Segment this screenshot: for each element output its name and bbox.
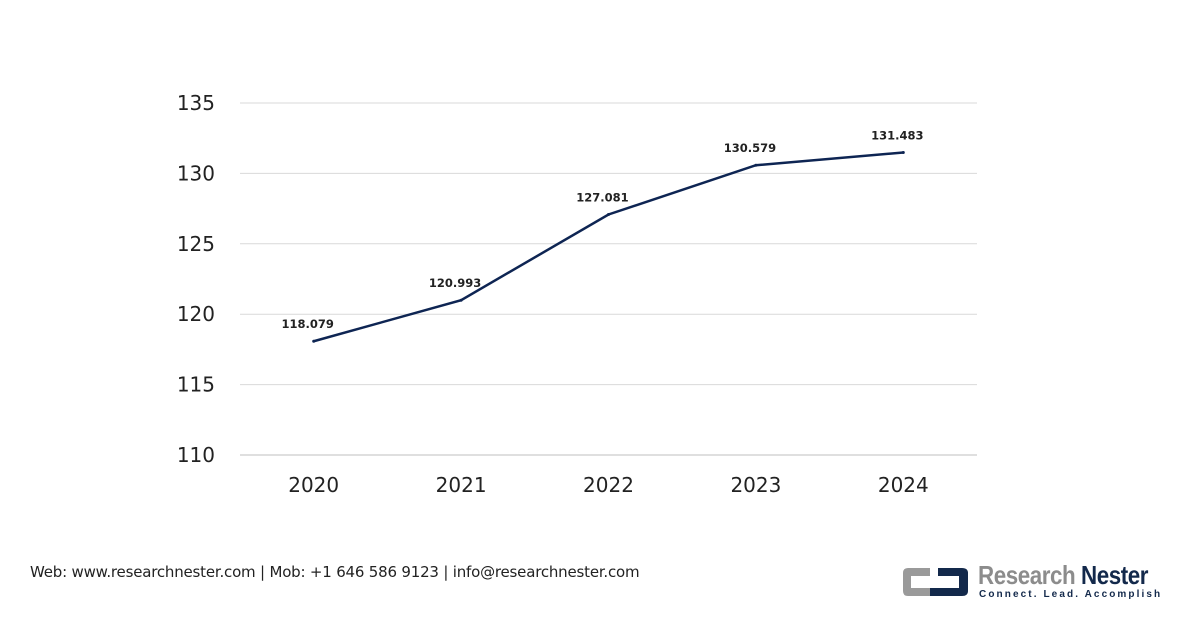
x-tick-label: 2022 [583,473,634,497]
data-label: 127.081 [576,190,628,204]
logo-name-2: Nester [1081,560,1149,590]
logo-mark-icon [903,568,968,596]
y-tick-label: 110 [177,443,215,467]
data-point [459,298,463,302]
y-tick-label: 125 [177,232,215,256]
data-point [754,163,758,167]
x-tick-label: 2020 [288,473,339,497]
y-tick-label: 120 [177,302,215,326]
data-label: 130.579 [724,141,776,155]
data-label: 131.483 [871,129,923,143]
y-tick-label: 135 [177,91,215,115]
research-nester-logo: Research Nester Connect. Lead. Accomplis… [900,560,1180,602]
line-chart: 110 115 120 125 130 135 2020 2021 2022 2023 2024 11… [177,91,977,497]
data-label: 118.079 [282,317,334,331]
x-tick-label: 2024 [878,473,929,497]
logo-tagline: Connect. Lead. Accomplish [979,589,1163,600]
series-line [313,151,904,343]
y-tick-label: 115 [177,373,215,397]
data-label: 120.993 [429,276,481,290]
logo-name-1: Research [978,560,1076,590]
x-tick-label: 2023 [730,473,781,497]
y-tick-label: 130 [177,161,215,185]
data-point [607,212,610,216]
x-tick-label: 2021 [436,473,487,497]
data-point [901,151,905,155]
data-point [312,339,316,343]
footer-contact: Web: www.researchnester.com | Mob: +1 64… [30,563,640,581]
